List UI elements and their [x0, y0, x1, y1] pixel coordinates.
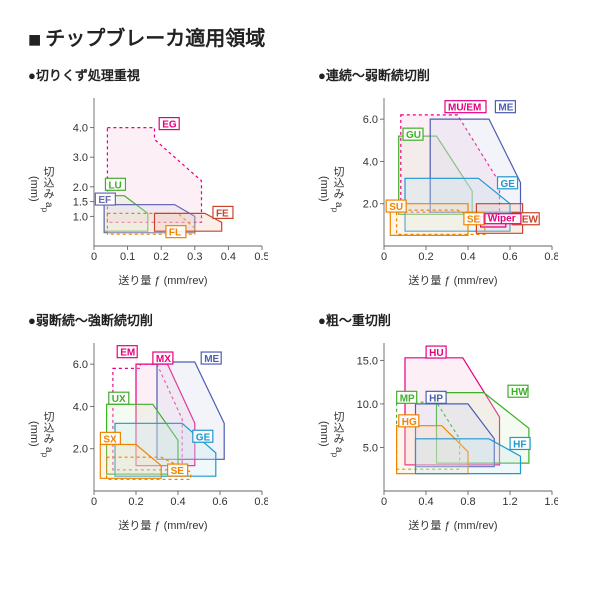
region-label-MX: MX: [156, 354, 171, 365]
svg-text:1.6: 1.6: [544, 496, 558, 508]
svg-text:2.0: 2.0: [73, 182, 88, 194]
region-label-HF: HF: [513, 439, 526, 450]
panel-1: ●連続～弱断続切削切込み ap(mm) 0 0.2 0.4 0.6 0.8 2.0 4.0 6.…: [318, 65, 572, 288]
y-axis-label: 切込み ap(mm): [28, 90, 58, 288]
svg-text:0.3: 0.3: [187, 251, 202, 263]
region-label-EG: EG: [162, 120, 177, 131]
region-FE: [155, 213, 222, 231]
svg-text:0.6: 0.6: [502, 251, 517, 263]
svg-text:0.2: 0.2: [154, 251, 169, 263]
region-label-Wiper: Wiper: [488, 214, 516, 225]
region-label-HG: HG: [402, 417, 417, 428]
x-axis-label: 送り量 ƒ (mm/rev): [58, 517, 268, 533]
region-label-FL: FL: [169, 228, 181, 239]
svg-text:0.8: 0.8: [544, 251, 558, 263]
chart-3: 0 0.4 0.8 1.2 1.6 5.0 10.0 15.0 HU HW MP HP HG HF: [348, 335, 558, 515]
svg-text:3.0: 3.0: [73, 152, 88, 164]
svg-text:2.0: 2.0: [73, 444, 88, 456]
panel-title: ●弱断続～強断続切削: [28, 310, 282, 329]
region-label-MU/EM: MU/EM: [448, 103, 481, 114]
title-square: ■: [28, 27, 41, 52]
region-label-ME: ME: [498, 103, 513, 114]
chart-2: 0 0.2 0.4 0.6 0.8 2.0 4.0 6.0 EM MX ME UX GE SX SE: [58, 335, 268, 515]
region-label-HW: HW: [511, 387, 528, 398]
svg-text:0.4: 0.4: [460, 251, 475, 263]
region-label-SX: SX: [103, 434, 117, 445]
svg-text:0.6: 0.6: [212, 496, 227, 508]
svg-text:4.0: 4.0: [363, 156, 378, 168]
region-label-HP: HP: [429, 393, 443, 404]
svg-text:10.0: 10.0: [357, 399, 378, 411]
svg-text:1.2: 1.2: [502, 496, 517, 508]
y-axis-label: 切込み ap(mm): [318, 90, 348, 288]
region-label-MP: MP: [400, 393, 415, 404]
region-label-EF: EF: [98, 195, 111, 206]
panels-grid: ●切りくず処理重視切込み ap(mm) 0 0.1 0.2 0.3 0.4 0.5 1.0 1.…: [28, 65, 572, 533]
region-label-ME: ME: [204, 354, 219, 365]
svg-text:4.0: 4.0: [73, 123, 88, 135]
y-axis-label: 切込み ap(mm): [318, 335, 348, 533]
panel-title: ●切りくず処理重視: [28, 65, 282, 84]
svg-text:0: 0: [91, 251, 97, 263]
main-title: ■チップブレーカ適用領域: [28, 22, 572, 51]
svg-text:0: 0: [381, 496, 387, 508]
region-label-SU: SU: [389, 202, 403, 213]
region-label-UX: UX: [112, 394, 126, 405]
region-label-SE: SE: [467, 215, 481, 226]
svg-text:4.0: 4.0: [73, 401, 88, 413]
region-label-GU: GU: [406, 130, 421, 141]
svg-text:0: 0: [381, 251, 387, 263]
svg-text:0.1: 0.1: [120, 251, 135, 263]
svg-text:0.2: 0.2: [128, 496, 143, 508]
region-label-FE: FE: [216, 208, 229, 219]
x-axis-label: 送り量 ƒ (mm/rev): [348, 517, 558, 533]
region-label-HU: HU: [429, 348, 443, 359]
svg-text:5.0: 5.0: [363, 442, 378, 454]
svg-text:2.0: 2.0: [363, 199, 378, 211]
svg-text:0.8: 0.8: [254, 496, 268, 508]
panel-0: ●切りくず処理重視切込み ap(mm) 0 0.1 0.2 0.3 0.4 0.5 1.0 1.…: [28, 65, 282, 288]
region-label-GE: GE: [501, 179, 516, 190]
title-text: チップブレーカ適用領域: [45, 28, 265, 50]
chart-1: 00.20.40.60.82.04.06.0GUMU/EMMEGESUSESEW…: [348, 90, 558, 270]
region-label-GE: GE: [196, 432, 211, 443]
svg-text:6.0: 6.0: [363, 114, 378, 126]
y-axis-label: 切込み ap(mm): [28, 335, 58, 533]
chart-0: 0 0.1 0.2 0.3 0.4 0.5 1.0 1.5 2.0 3.0 4.0 EG LU EF FL F…: [58, 90, 268, 270]
svg-text:0.8: 0.8: [460, 496, 475, 508]
svg-text:0.4: 0.4: [221, 251, 236, 263]
panel-2: ●弱断続～強断続切削切込み ap(mm) 0 0.2 0.4 0.6 0.8 2.0 4.0 6…: [28, 310, 282, 533]
panel-title: ●粗～重切削: [318, 310, 572, 329]
x-axis-label: 送り量 ƒ (mm/rev): [58, 272, 268, 288]
region-label-SE: SE: [171, 466, 185, 477]
svg-text:1.5: 1.5: [73, 197, 88, 209]
svg-text:1.0: 1.0: [73, 211, 88, 223]
svg-text:0.2: 0.2: [418, 251, 433, 263]
svg-text:0: 0: [91, 496, 97, 508]
svg-text:6.0: 6.0: [73, 359, 88, 371]
region-label-LU: LU: [108, 180, 121, 191]
svg-text:0.5: 0.5: [254, 251, 268, 263]
region-label-EM: EM: [120, 348, 135, 359]
svg-text:15.0: 15.0: [357, 355, 378, 367]
svg-text:0.4: 0.4: [170, 496, 185, 508]
panel-3: ●粗～重切削切込み ap(mm) 0 0.4 0.8 1.2 1.6 5.0 10.0 15.0…: [318, 310, 572, 533]
x-axis-label: 送り量 ƒ (mm/rev): [348, 272, 558, 288]
svg-text:0.4: 0.4: [418, 496, 433, 508]
panel-title: ●連続～弱断続切削: [318, 65, 572, 84]
